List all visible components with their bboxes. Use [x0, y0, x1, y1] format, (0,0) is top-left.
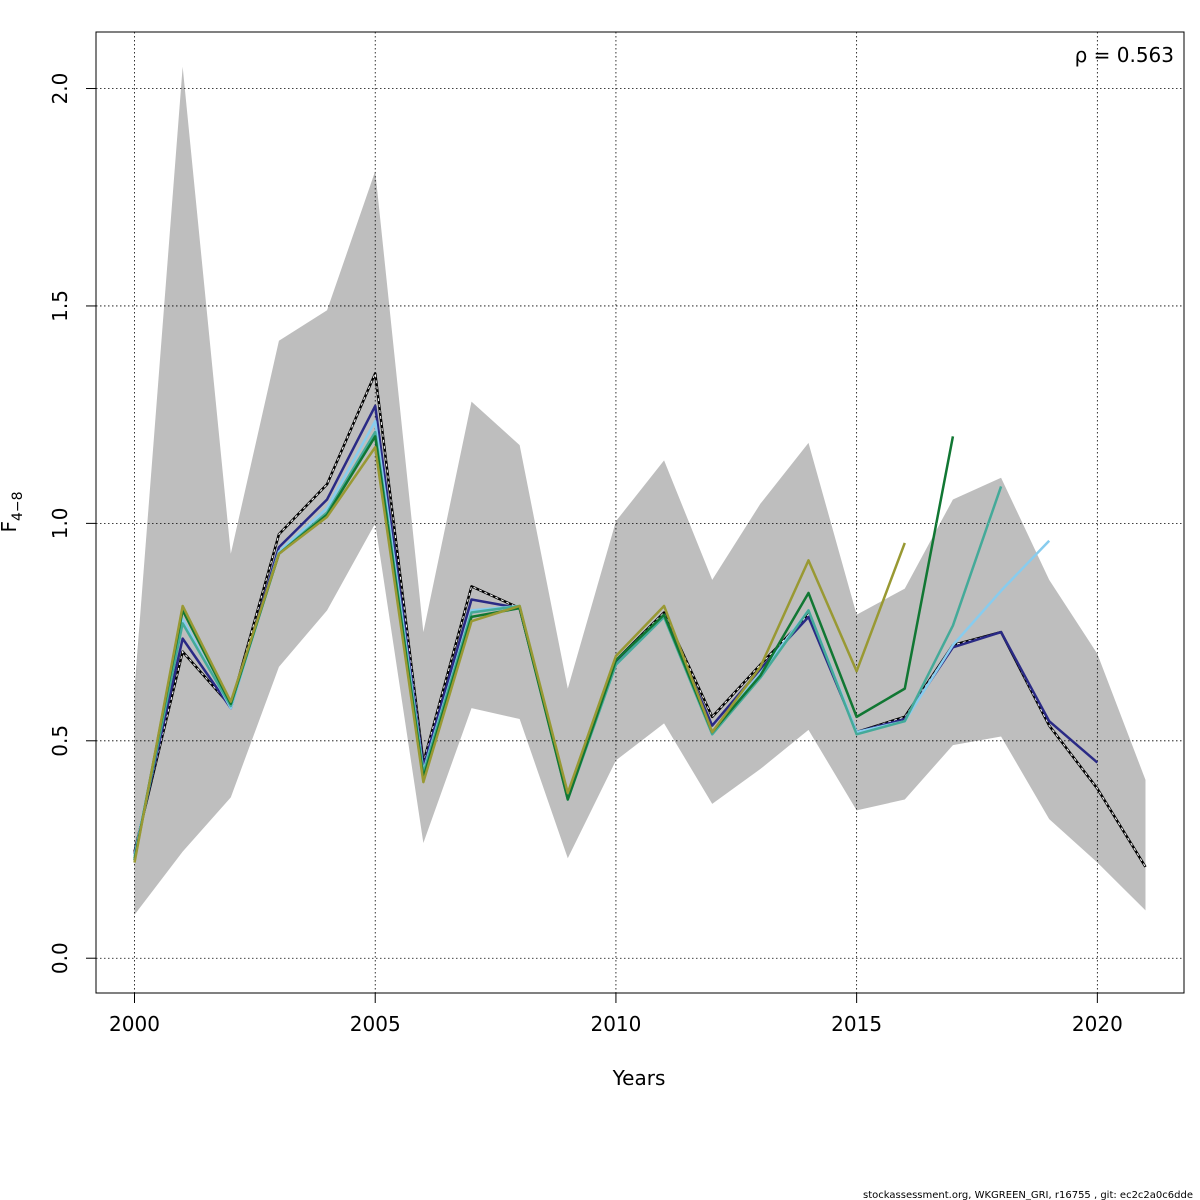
y-tick-label-1.5: 1.5	[48, 290, 72, 322]
x-tick-label-2020: 2020	[1072, 1012, 1123, 1036]
x-tick-label-2005: 2005	[350, 1012, 401, 1036]
series-line-6	[133, 446, 906, 863]
x-tick-label-2000: 2000	[109, 1012, 160, 1036]
x-axis-title: Years	[612, 1066, 666, 1090]
y-axis-title: F4−8	[0, 491, 26, 532]
y-axis-title-subscript: 4−8	[10, 491, 26, 521]
y-tick-label-0.5: 0.5	[48, 725, 72, 757]
x-tick-label-2015: 2015	[831, 1012, 882, 1036]
y-tick-label-0.0: 0.0	[48, 942, 72, 974]
confidence-band	[134, 66, 1146, 915]
plot-frame	[95, 31, 1185, 994]
rho-annotation: ρ = 0.563	[1075, 43, 1174, 67]
footer-credit: stockassessment.org, WKGREEN_GRI, r16755…	[863, 1190, 1193, 1200]
svg-text:F4−8: F4−8	[0, 491, 26, 532]
confidence-band-layer	[134, 66, 1146, 915]
y-axis-title-main: F	[0, 521, 21, 533]
series-layer	[133, 371, 1147, 868]
y-tick-label-1.0: 1.0	[48, 507, 72, 539]
x-tick-label-2010: 2010	[590, 1012, 641, 1036]
y-tick-label-2.0: 2.0	[48, 73, 72, 105]
grid-layer	[96, 32, 1184, 993]
axis-layer: 2000 2005 2010 2015 2020 0.0 0.5 1.0 1.5 2.0	[48, 73, 1123, 1036]
